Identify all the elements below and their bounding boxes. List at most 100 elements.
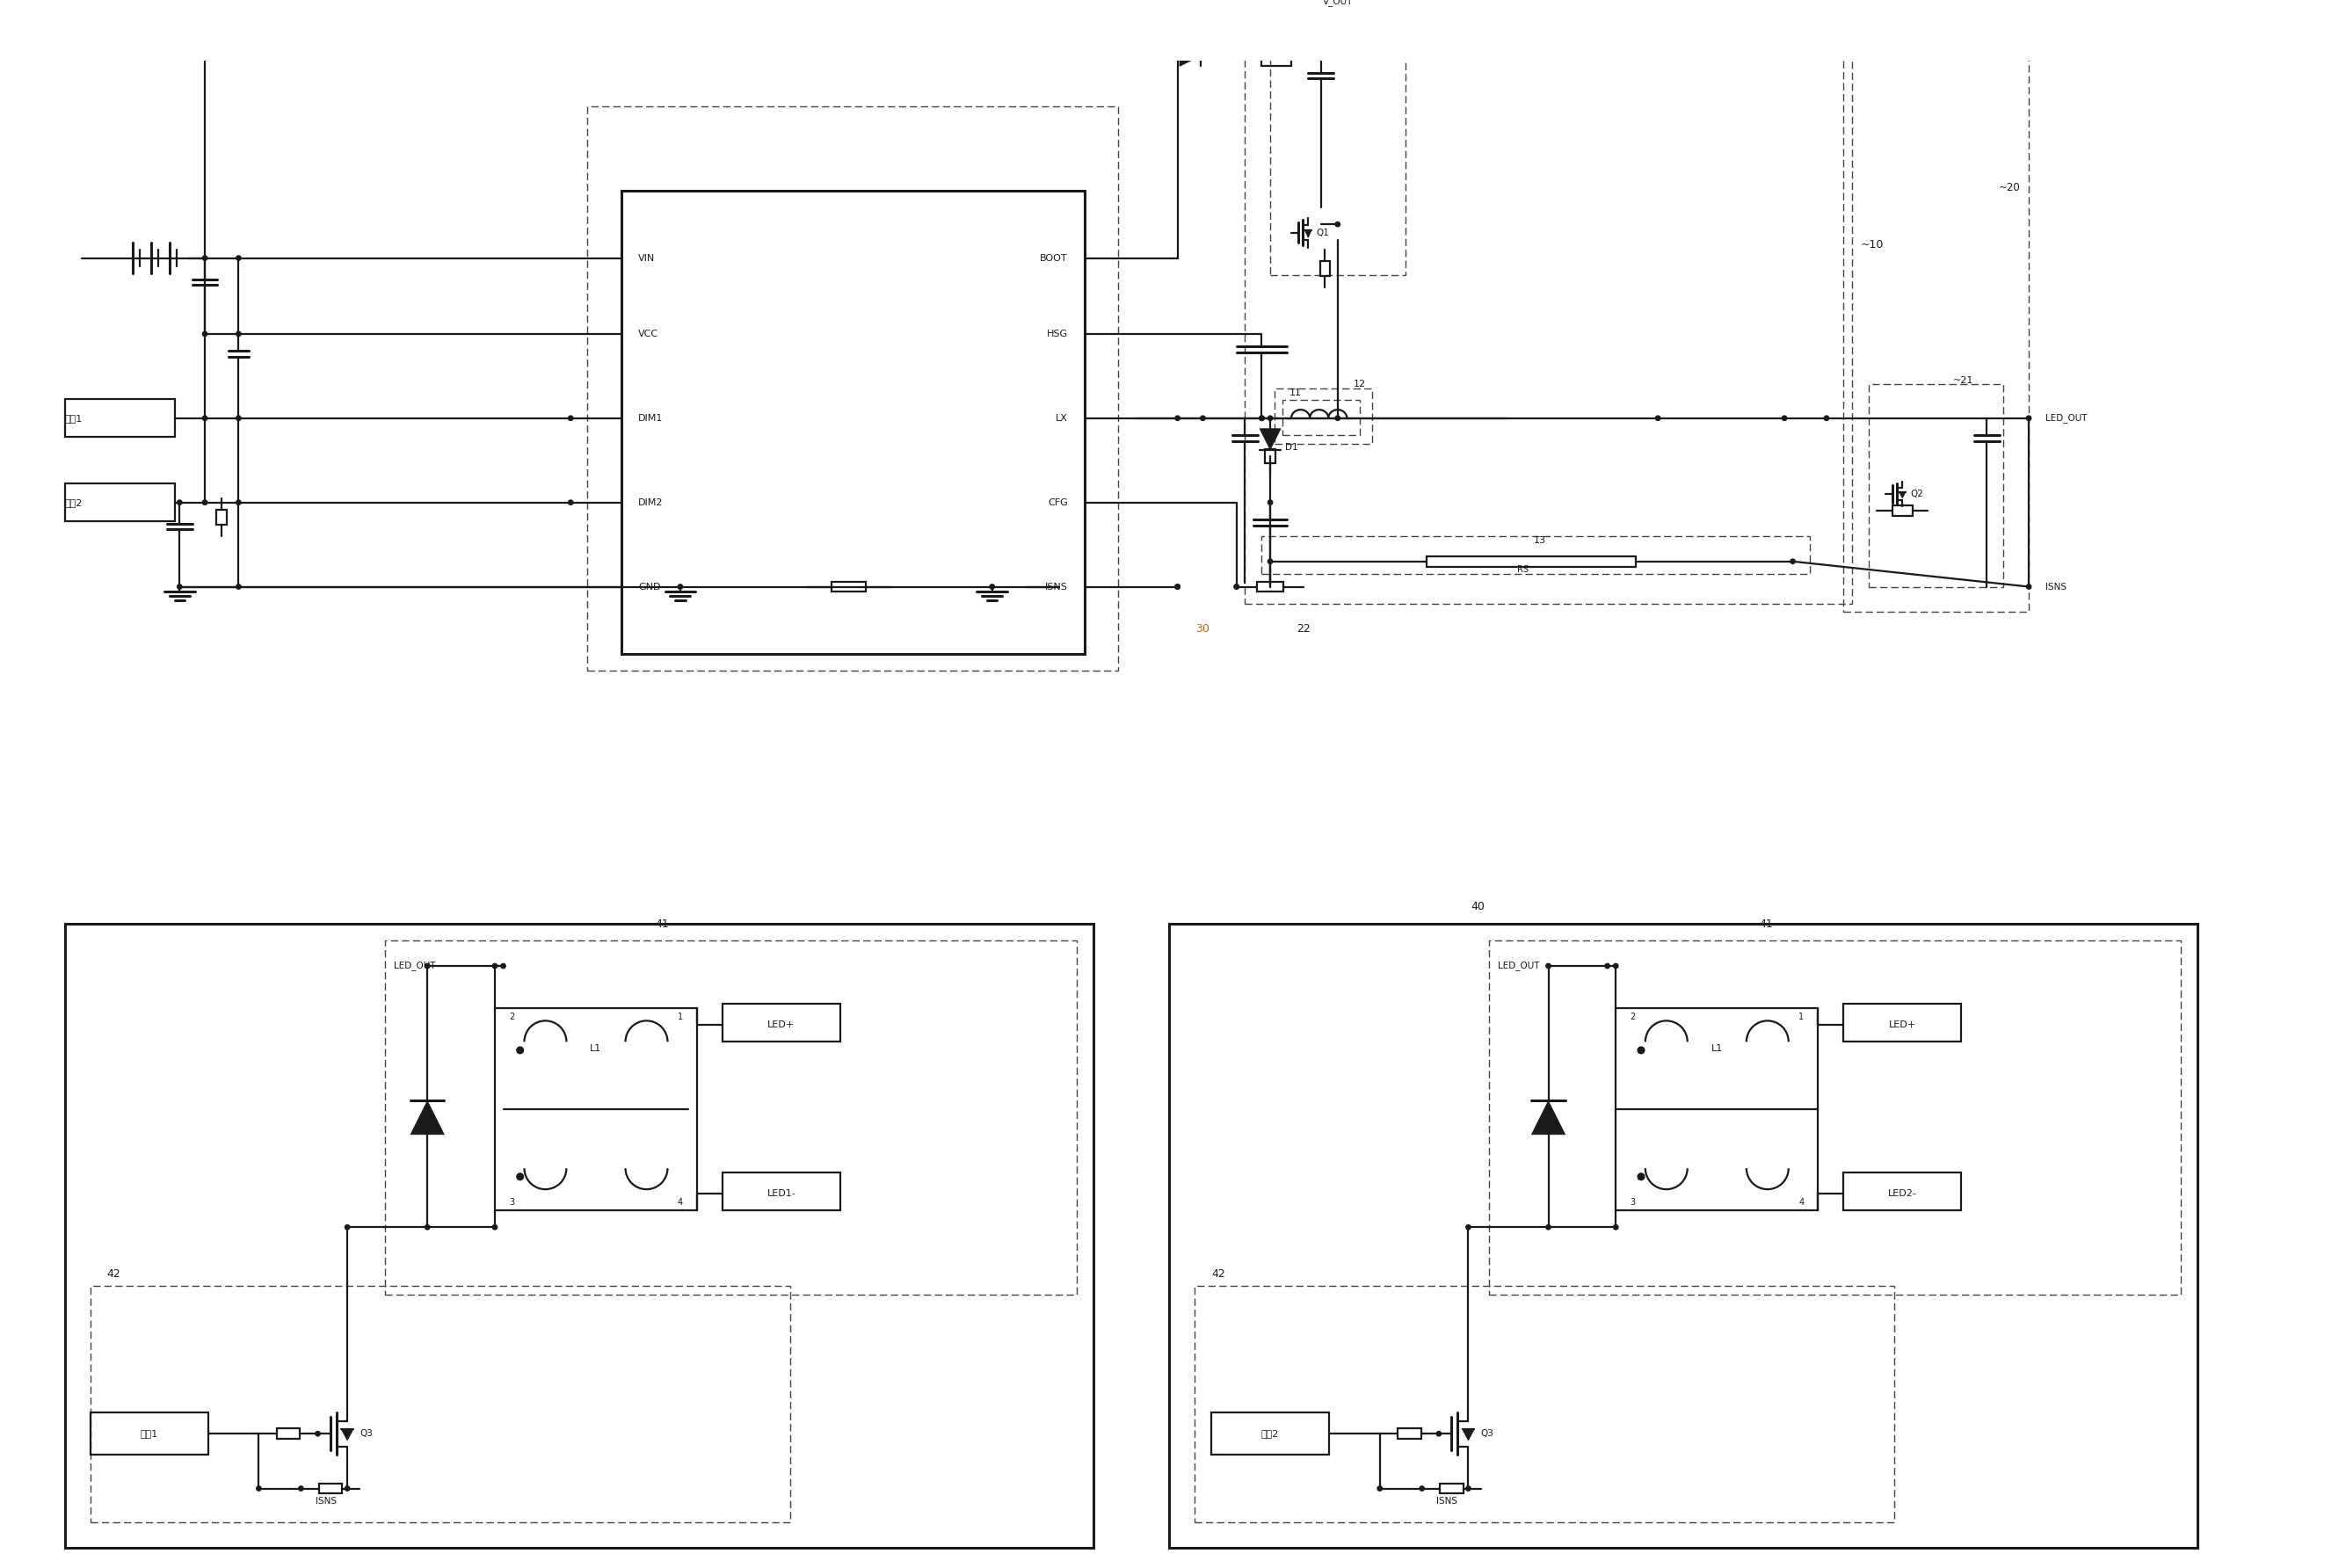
- Bar: [65, 483, 175, 522]
- Bar: [318, 1483, 341, 1494]
- Bar: [1843, 5, 2028, 612]
- Text: RS: RS: [1518, 566, 1530, 574]
- Text: DIM2: DIM2: [639, 499, 664, 506]
- Circle shape: [178, 585, 182, 590]
- Text: LED+: LED+: [767, 1021, 795, 1029]
- Bar: [91, 1286, 791, 1523]
- Text: LED_OUT: LED_OUT: [1497, 961, 1539, 971]
- Bar: [1490, 941, 2180, 1295]
- Text: 2: 2: [1630, 1011, 1635, 1021]
- Polygon shape: [1532, 1101, 1565, 1135]
- Polygon shape: [341, 1430, 353, 1441]
- Bar: [65, 400, 175, 437]
- Polygon shape: [1899, 492, 1906, 499]
- Bar: [1843, 1173, 1962, 1210]
- Circle shape: [203, 500, 208, 505]
- Text: Q1: Q1: [1317, 229, 1329, 237]
- Circle shape: [568, 416, 573, 420]
- Circle shape: [1378, 1486, 1382, 1491]
- Circle shape: [1637, 1047, 1644, 1054]
- Circle shape: [1656, 416, 1661, 420]
- Text: L1: L1: [589, 1044, 601, 1054]
- Text: 22: 22: [1298, 622, 1310, 635]
- Bar: [833, 582, 865, 591]
- Text: 40: 40: [1471, 902, 1485, 913]
- Circle shape: [517, 1173, 524, 1181]
- Circle shape: [426, 964, 430, 969]
- Text: 13: 13: [1534, 536, 1546, 544]
- Text: LED_OUT: LED_OUT: [393, 961, 435, 971]
- Circle shape: [2026, 416, 2030, 420]
- Bar: [587, 107, 1118, 671]
- Circle shape: [257, 1486, 262, 1491]
- Circle shape: [1336, 416, 1340, 420]
- Circle shape: [1605, 964, 1609, 969]
- Text: 3: 3: [510, 1198, 515, 1206]
- Circle shape: [344, 1486, 349, 1491]
- Circle shape: [426, 1225, 430, 1229]
- Circle shape: [236, 256, 241, 260]
- Circle shape: [501, 964, 505, 969]
- Circle shape: [678, 585, 683, 590]
- Text: ~10: ~10: [1860, 238, 1883, 251]
- Circle shape: [1174, 53, 1179, 58]
- Text: 42: 42: [1212, 1269, 1226, 1279]
- Circle shape: [1268, 416, 1272, 420]
- Bar: [1212, 1413, 1329, 1455]
- Circle shape: [316, 1432, 320, 1436]
- Bar: [622, 191, 1085, 654]
- Text: 11: 11: [1289, 389, 1303, 397]
- Circle shape: [1824, 416, 1829, 420]
- Bar: [1170, 924, 2196, 1548]
- Circle shape: [1436, 1432, 1441, 1436]
- Text: DIM1: DIM1: [639, 414, 662, 422]
- Text: 41: 41: [655, 919, 669, 930]
- Bar: [1195, 1286, 1895, 1523]
- Text: LED+: LED+: [1888, 1021, 1916, 1029]
- Circle shape: [1546, 964, 1551, 969]
- Circle shape: [236, 585, 241, 590]
- Bar: [1427, 557, 1635, 566]
- Circle shape: [1420, 1486, 1424, 1491]
- Text: 调色2: 调色2: [1261, 1430, 1279, 1438]
- Bar: [386, 941, 1076, 1295]
- Text: HSG: HSG: [1048, 329, 1069, 339]
- Text: 1: 1: [1799, 1011, 1803, 1021]
- Circle shape: [1174, 585, 1179, 590]
- Circle shape: [236, 416, 241, 420]
- Text: LED_OUT: LED_OUT: [2047, 414, 2086, 423]
- Circle shape: [1174, 585, 1179, 590]
- Text: LED2-: LED2-: [1888, 1189, 1916, 1198]
- Circle shape: [1614, 1225, 1619, 1229]
- Circle shape: [1336, 223, 1340, 227]
- Text: VCC: VCC: [639, 329, 657, 339]
- Text: ISNS: ISNS: [1436, 1497, 1457, 1505]
- Bar: [1438, 1483, 1464, 1494]
- Bar: [1282, 400, 1359, 434]
- Bar: [723, 1173, 840, 1210]
- Polygon shape: [1261, 428, 1282, 450]
- Text: LED1-: LED1-: [767, 1189, 795, 1198]
- Circle shape: [1258, 416, 1263, 420]
- Circle shape: [494, 1225, 498, 1229]
- Bar: [1843, 1004, 1962, 1041]
- Text: CFG: CFG: [1048, 499, 1069, 506]
- Circle shape: [1200, 416, 1205, 420]
- Text: ISNS: ISNS: [316, 1497, 337, 1505]
- Bar: [1892, 506, 1913, 516]
- Text: 4: 4: [1799, 1198, 1803, 1206]
- Text: ~20: ~20: [1998, 182, 2021, 193]
- Bar: [65, 924, 1092, 1548]
- Text: Q3: Q3: [360, 1430, 372, 1438]
- Text: LX: LX: [1055, 414, 1069, 422]
- Circle shape: [1258, 416, 1263, 420]
- Text: 调光2: 调光2: [65, 499, 82, 506]
- Circle shape: [203, 331, 208, 336]
- Polygon shape: [1305, 230, 1312, 238]
- Polygon shape: [1462, 1430, 1474, 1441]
- Circle shape: [1789, 560, 1794, 564]
- Bar: [218, 510, 227, 525]
- Text: ISNS: ISNS: [2047, 582, 2068, 591]
- Text: ~21: ~21: [1953, 376, 1974, 384]
- Circle shape: [1319, 53, 1324, 58]
